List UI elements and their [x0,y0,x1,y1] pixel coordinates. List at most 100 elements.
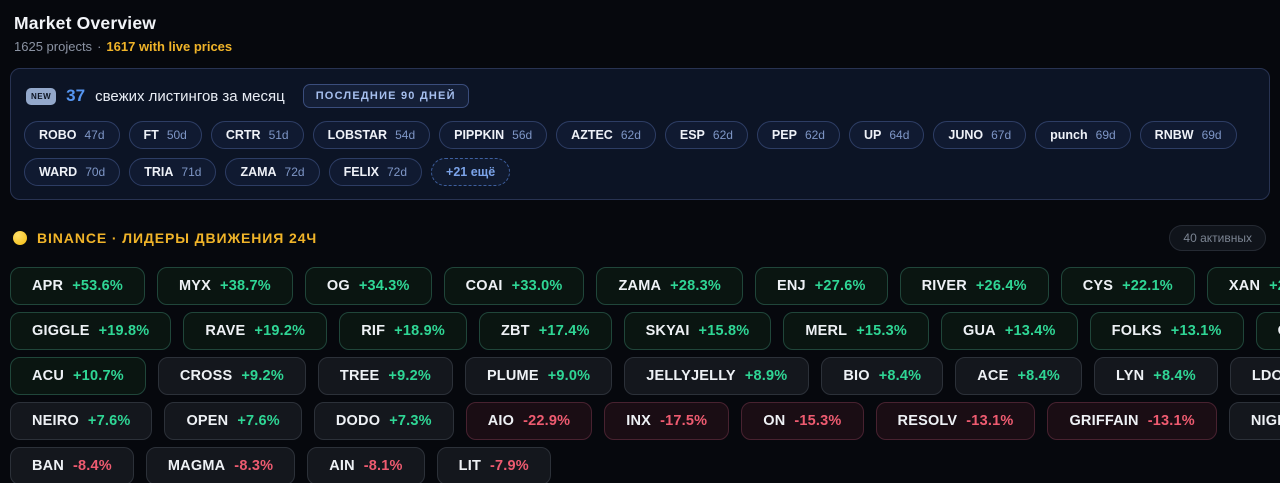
mover-chip[interactable]: LDO+8.0% [1229,357,1280,395]
mover-chip[interactable]: OG +34.3% [304,267,432,305]
mover-row: BAN -8.4% MAGMA -8.3% AIN -8.1% LIT -7.9% [10,447,1270,483]
mover-change: +15.8% [698,323,750,339]
mover-change: +18.9% [394,323,445,339]
mover-change: -22.9% [523,413,571,429]
mover-chip[interactable]: APR +53.6% [10,267,146,305]
mover-change: +53.6% [72,278,124,294]
mover-chip[interactable]: BAN -8.4% [10,447,134,483]
mover-chip[interactable]: DODO +7.3% [313,402,454,440]
mover-chip[interactable]: OPEN +7.6% [164,402,302,440]
mover-chip[interactable]: GIGGLE +19.8% [10,312,172,350]
mover-chip[interactable]: CYS +22.1% [1060,267,1195,305]
show-more-listings-button[interactable]: +21 ещё [431,158,511,186]
listing-chip[interactable]: RNBW 69d [1139,121,1237,149]
mover-chip[interactable]: GUA +13.4% [941,312,1078,350]
mover-chip[interactable]: RIF +18.9% [339,312,467,350]
mover-chip[interactable]: JELLYJELLY +8.9% [624,357,810,395]
mover-chip[interactable]: ACE +8.4% [955,357,1083,395]
new-badge: NEW [26,87,57,105]
mover-symbol: ZBT [500,323,530,339]
mover-symbol: GRIFFAIN [1069,413,1139,429]
mover-chip[interactable]: NEIRO +7.6% [10,402,153,440]
mover-chip[interactable]: FOLKS +13.1% [1089,312,1244,350]
mover-chip[interactable]: AIN -8.1% [307,447,425,483]
mover-symbol: FOLKS [1111,323,1162,339]
mover-change: +13.4% [1004,323,1056,339]
mover-chip[interactable]: MERL +15.3% [783,312,930,350]
mover-chip[interactable]: SKYAI +15.8% [623,312,772,350]
mover-change: +26.4% [975,278,1027,294]
listing-chip-age: 51d [268,128,289,142]
listing-chip-age: 56d [512,128,533,142]
mover-chip[interactable]: CROSS +9.2% [157,357,306,395]
mover-symbol: NEIRO [32,413,79,429]
mover-symbol: XAN [1228,278,1261,294]
listing-chip[interactable]: WARD 70d [24,158,121,186]
mover-symbol: OPEN [186,413,229,429]
mover-change: +27.6% [814,278,866,294]
mover-change: +34.3% [358,278,410,294]
mover-symbol: AIO [487,413,515,429]
mover-chip[interactable]: ON -15.3% [741,402,864,440]
mover-chip[interactable]: LYN +8.4% [1094,357,1218,395]
mover-chip[interactable]: XAN +20.2% [1206,267,1280,305]
mover-change: +28.3% [670,278,721,294]
listing-chip[interactable]: JUNO 67d [933,121,1027,149]
mover-chip[interactable]: INX -17.5% [604,402,730,440]
listing-chip-age: 71d [181,165,202,179]
mover-symbol: GUA [963,323,996,339]
listing-chip[interactable]: AZTEC 62d [556,121,656,149]
live-prices-count: 1617 with live prices [106,39,233,54]
listing-chip[interactable]: FELIX 72d [328,158,423,186]
mover-symbol: LYN [1116,368,1145,384]
mover-chip[interactable]: MAGMA -8.3% [145,447,296,483]
mover-chip[interactable]: COAI +33.0% [443,267,585,305]
mover-symbol: ENJ [776,278,806,294]
mover-chip[interactable]: ZAMA +28.3% [596,267,743,305]
mover-chip[interactable]: NIGHT-8.5% [1228,402,1280,440]
mover-symbol: CROSS [179,368,233,384]
period-filter-badge[interactable]: ПОСЛЕДНИЕ 90 ДНЕЙ [302,84,469,108]
mover-chip[interactable]: RAVE +19.2% [183,312,328,350]
listing-chips-container: ROBO 47d FT 50d CRTR 51d LOBSTAR 54d PIPPKIN 56d A… [24,121,1256,186]
listing-chip[interactable]: TRIA 71d [129,158,217,186]
mover-symbol: ACU [32,368,65,384]
listing-chip[interactable]: CRTR 51d [210,121,304,149]
listing-chip[interactable]: UP 64d [848,121,925,149]
mover-chip[interactable]: BIO +8.4% [821,357,944,395]
listing-chip-symbol: UP [863,128,882,142]
listing-chip[interactable]: LOBSTAR 54d [312,121,431,149]
mover-chip[interactable]: MYX +38.7% [157,267,293,305]
mover-chip[interactable]: ZBT +17.4% [478,312,612,350]
mover-chip[interactable]: PLUME +9.0% [464,357,613,395]
listing-chip[interactable]: ROBO 47d [24,121,120,149]
listings-panel-header: NEW 37 свежих листингов за месяц ПОСЛЕДН… [26,84,1256,108]
listing-chip[interactable]: punch 69d [1035,121,1131,149]
mover-chip[interactable]: ACU +10.7% [10,357,146,395]
listing-chip[interactable]: ZAMA 72d [225,158,320,186]
mover-chip[interactable]: C+11.8% [1255,312,1280,350]
mover-change: -8.1% [363,458,403,474]
listing-chip-age: 62d [712,128,733,142]
mover-chip[interactable]: AIO -22.9% [465,402,593,440]
mover-symbol: BIO [843,368,870,384]
listing-chip[interactable]: PEP 62d [756,121,840,149]
mover-change: +8.4% [878,368,922,384]
mover-chip[interactable]: LIT -7.9% [436,447,551,483]
listing-chip-age: 64d [889,128,910,142]
mover-row: NEIRO +7.6% OPEN +7.6% DODO +7.3% AIO -22.9% INX… [10,402,1280,440]
listing-chip[interactable]: ESP 62d [664,121,748,149]
listing-chip[interactable]: FT 50d [128,121,202,149]
listing-chip-age: 72d [387,165,408,179]
mover-chip[interactable]: TREE +9.2% [317,357,453,395]
movers-section-title: BINANCE · ЛИДЕРЫ ДВИЖЕНИЯ 24Ч [37,230,318,246]
mover-symbol: CYS [1082,278,1114,294]
mover-symbol: MAGMA [167,458,226,474]
mover-chip[interactable]: RESOLV -13.1% [875,402,1036,440]
mover-symbol: ACE [977,368,1009,384]
listing-chip[interactable]: PIPPKIN 56d [439,121,548,149]
mover-change: -15.3% [794,413,842,429]
mover-chip[interactable]: RIVER +26.4% [899,267,1049,305]
mover-chip[interactable]: ENJ +27.6% [754,267,888,305]
mover-chip[interactable]: GRIFFAIN -13.1% [1047,402,1217,440]
